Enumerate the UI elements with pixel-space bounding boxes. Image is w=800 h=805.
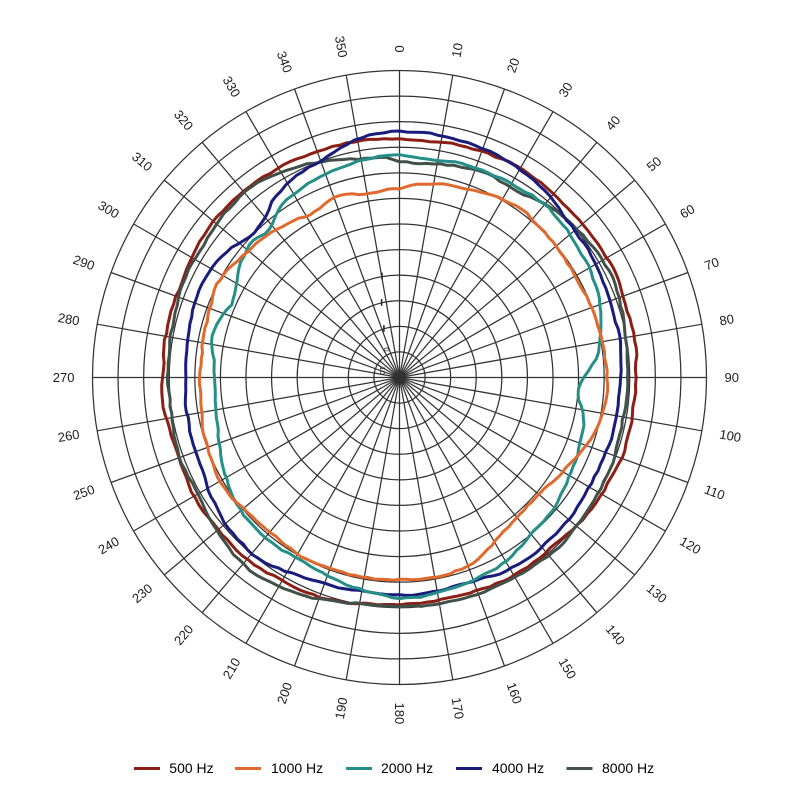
svg-text:270: 270 [53, 370, 75, 385]
svg-text:20: 20 [504, 56, 523, 75]
svg-text:500 Hz: 500 Hz [169, 760, 213, 776]
svg-text:260: 260 [57, 427, 81, 446]
svg-text:170: 170 [449, 696, 468, 720]
svg-text:60: 60 [677, 201, 697, 221]
svg-text:70: 70 [702, 254, 721, 273]
svg-text:2000 Hz: 2000 Hz [381, 760, 433, 776]
svg-text:190: 190 [332, 696, 351, 720]
svg-text:110: 110 [702, 482, 727, 503]
svg-text:160: 160 [504, 680, 526, 706]
svg-text:10: 10 [378, 366, 387, 374]
svg-text:1000 Hz: 1000 Hz [271, 760, 323, 776]
svg-text:350: 350 [332, 35, 351, 59]
svg-text:80: 80 [718, 311, 735, 328]
svg-text:90: 90 [725, 370, 739, 385]
svg-text:0: 0 [382, 347, 391, 351]
svg-text:0: 0 [392, 45, 407, 52]
svg-text:290: 290 [71, 252, 97, 274]
svg-text:180: 180 [392, 703, 407, 725]
svg-text:340: 340 [274, 49, 296, 75]
svg-text:100: 100 [718, 427, 742, 446]
svg-text:280: 280 [57, 310, 81, 329]
svg-text:30: 30 [556, 80, 576, 100]
svg-text:250: 250 [71, 482, 97, 504]
svg-text:8000 Hz: 8000 Hz [602, 760, 654, 776]
svg-text:10: 10 [449, 42, 466, 59]
svg-text:200: 200 [274, 680, 296, 706]
svg-text:4000 Hz: 4000 Hz [492, 760, 544, 776]
